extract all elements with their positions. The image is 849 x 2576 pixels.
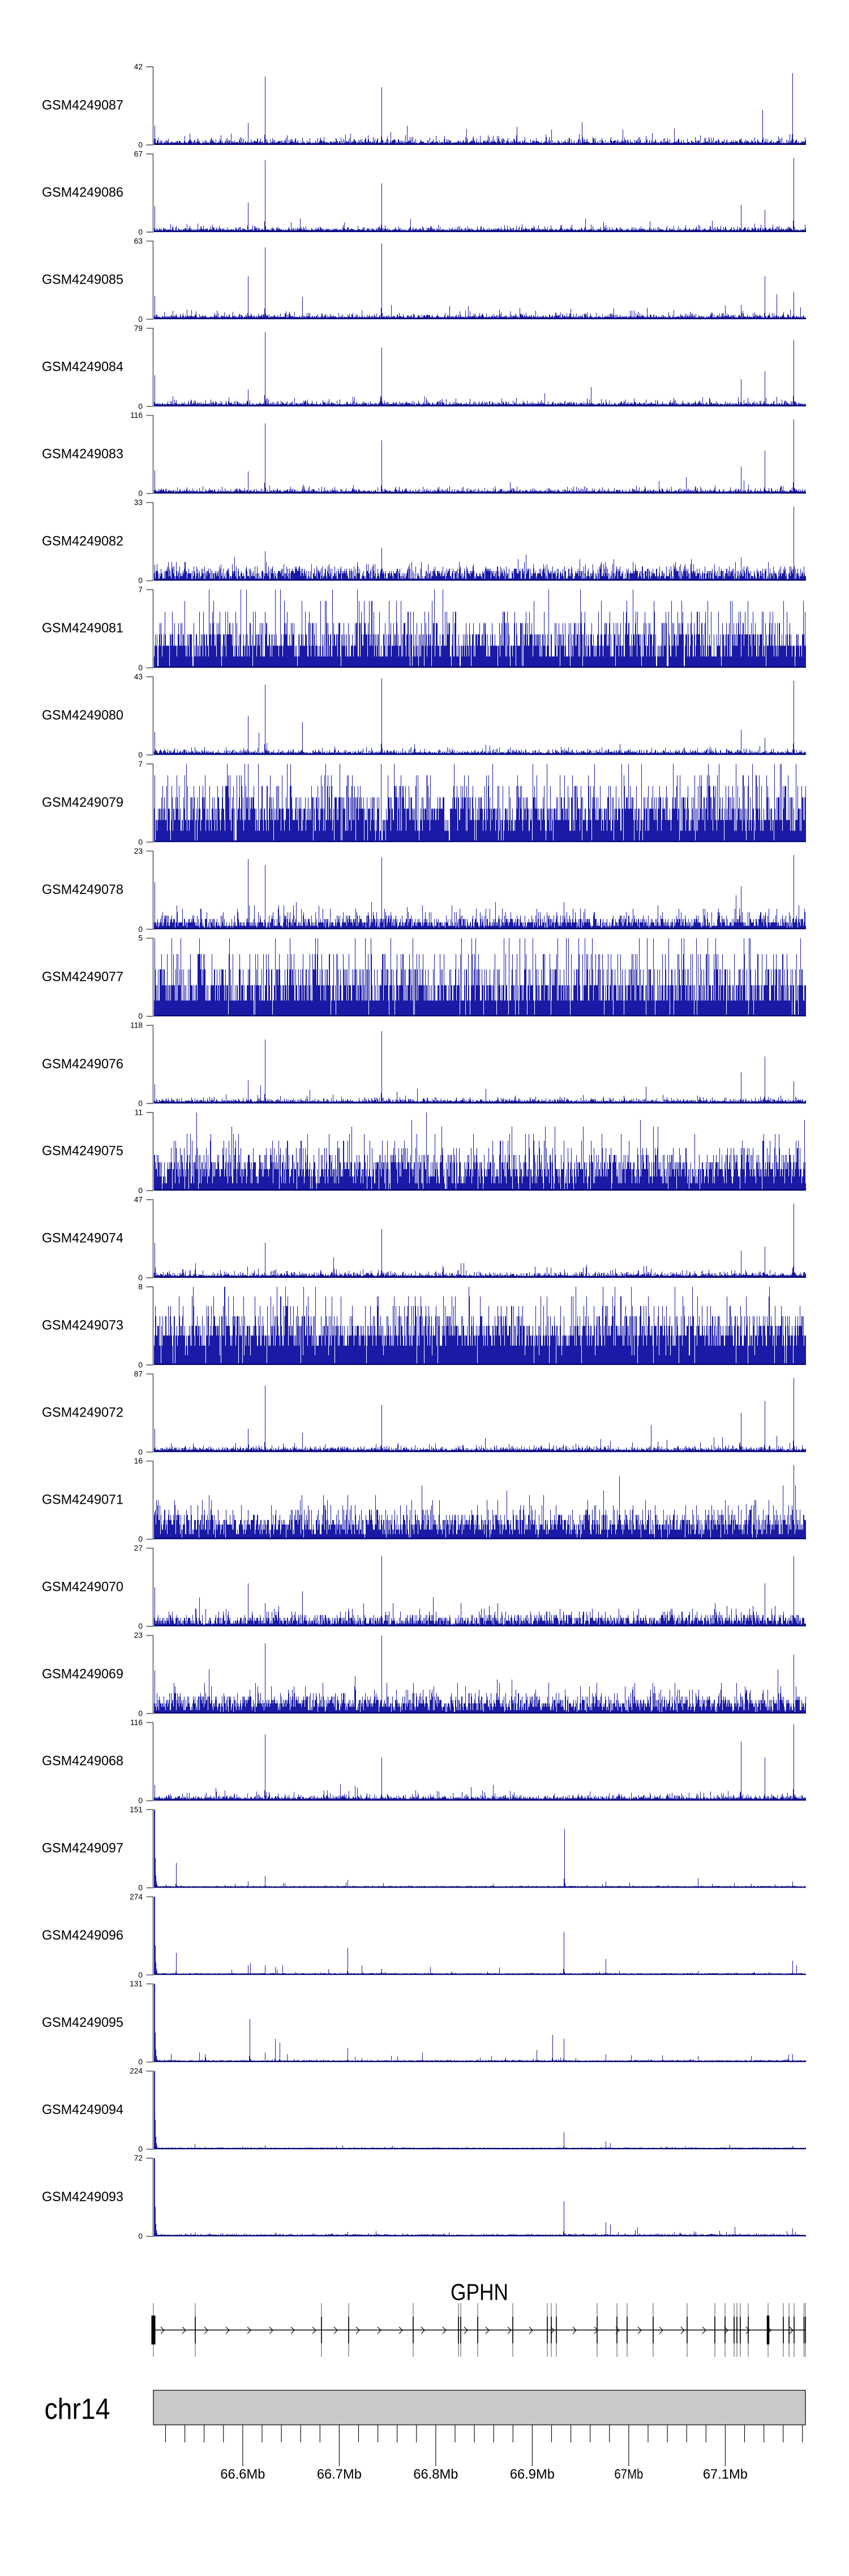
svg-text:0: 0	[138, 228, 143, 236]
svg-text:0: 0	[138, 751, 143, 759]
svg-text:GSM4249075: GSM4249075	[42, 1144, 123, 1159]
svg-text:GSM4249087: GSM4249087	[42, 98, 123, 113]
svg-text:GSM4249097: GSM4249097	[42, 1841, 123, 1856]
svg-text:GSM4249072: GSM4249072	[42, 1405, 123, 1420]
svg-text:79: 79	[134, 324, 143, 332]
svg-text:GSM4249085: GSM4249085	[42, 272, 123, 288]
svg-text:GSM4249071: GSM4249071	[42, 1492, 123, 1507]
svg-text:274: 274	[130, 1893, 143, 1901]
svg-text:GSM4249086: GSM4249086	[42, 185, 123, 200]
svg-text:0: 0	[138, 1971, 143, 1979]
svg-text:GSM4249077: GSM4249077	[42, 969, 123, 985]
svg-text:23: 23	[134, 1631, 143, 1640]
svg-text:27: 27	[134, 1544, 143, 1552]
svg-text:0: 0	[138, 1884, 143, 1892]
svg-text:GSM4249094: GSM4249094	[42, 2102, 123, 2117]
svg-text:11: 11	[135, 1109, 143, 1117]
svg-text:0: 0	[138, 2232, 143, 2241]
svg-text:66.6Mb: 66.6Mb	[220, 2467, 265, 2482]
svg-text:0: 0	[138, 1709, 143, 1718]
svg-text:GSM4249083: GSM4249083	[42, 446, 123, 461]
svg-text:GSM4249070: GSM4249070	[42, 1579, 123, 1594]
svg-text:0: 0	[138, 1360, 143, 1369]
svg-text:0: 0	[138, 315, 143, 323]
svg-text:GSM4249093: GSM4249093	[42, 2189, 123, 2205]
svg-text:GSM4249079: GSM4249079	[42, 795, 123, 810]
svg-text:72: 72	[134, 2154, 143, 2163]
svg-text:66.8Mb: 66.8Mb	[413, 2467, 458, 2482]
svg-text:0: 0	[138, 1796, 143, 1805]
svg-text:GSM4249080: GSM4249080	[42, 708, 123, 723]
svg-text:0: 0	[138, 1535, 143, 1543]
svg-text:GSM4249084: GSM4249084	[42, 360, 123, 375]
svg-text:67: 67	[134, 149, 143, 158]
svg-text:GSM4249068: GSM4249068	[42, 1753, 123, 1769]
svg-text:118: 118	[130, 1021, 143, 1030]
svg-text:33: 33	[134, 498, 143, 507]
svg-text:0: 0	[138, 1099, 143, 1108]
svg-text:131: 131	[130, 1980, 143, 1988]
svg-text:GPHN: GPHN	[451, 2279, 508, 2305]
svg-text:GSM4249078: GSM4249078	[42, 882, 123, 897]
svg-text:7: 7	[138, 760, 143, 768]
svg-text:0: 0	[138, 1187, 143, 1195]
svg-text:0: 0	[138, 2058, 143, 2066]
svg-text:0: 0	[138, 141, 143, 149]
svg-text:GSM4249069: GSM4249069	[42, 1666, 123, 1681]
svg-text:0: 0	[138, 1012, 143, 1021]
svg-text:chr14: chr14	[45, 2393, 110, 2426]
svg-text:GSM4249082: GSM4249082	[42, 533, 123, 549]
svg-text:0: 0	[138, 2145, 143, 2154]
svg-text:87: 87	[134, 1370, 143, 1378]
svg-text:116: 116	[130, 1718, 143, 1727]
svg-text:42: 42	[134, 63, 143, 71]
svg-text:47: 47	[134, 1196, 143, 1204]
svg-text:GSM4249081: GSM4249081	[42, 621, 123, 636]
svg-text:151: 151	[130, 1805, 143, 1814]
svg-text:116: 116	[130, 411, 143, 420]
svg-text:GSM4249096: GSM4249096	[42, 1928, 123, 1943]
svg-text:GSM4249074: GSM4249074	[42, 1231, 123, 1246]
svg-text:GSM4249076: GSM4249076	[42, 1056, 123, 1072]
svg-text:0: 0	[138, 925, 143, 934]
svg-text:66.9Mb: 66.9Mb	[510, 2467, 555, 2482]
svg-text:0: 0	[138, 576, 143, 585]
svg-text:0: 0	[138, 1448, 143, 1456]
svg-text:8: 8	[138, 1282, 143, 1291]
svg-text:7: 7	[138, 585, 143, 594]
svg-text:224: 224	[130, 2067, 143, 2076]
svg-text:5: 5	[138, 934, 143, 943]
svg-text:67.1Mb: 67.1Mb	[703, 2467, 748, 2482]
svg-text:0: 0	[138, 1622, 143, 1631]
svg-text:0: 0	[138, 1274, 143, 1282]
svg-text:63: 63	[134, 237, 143, 245]
svg-text:16: 16	[134, 1457, 143, 1465]
svg-text:GSM4249073: GSM4249073	[42, 1318, 123, 1333]
svg-text:0: 0	[138, 489, 143, 498]
svg-text:66.7Mb: 66.7Mb	[317, 2467, 362, 2482]
svg-text:43: 43	[134, 673, 143, 681]
svg-text:23: 23	[134, 847, 143, 855]
svg-text:0: 0	[138, 838, 143, 846]
svg-text:0: 0	[138, 664, 143, 672]
svg-text:67Mb: 67Mb	[614, 2467, 643, 2482]
svg-text:0: 0	[138, 402, 143, 410]
svg-text:GSM4249095: GSM4249095	[42, 2015, 123, 2030]
